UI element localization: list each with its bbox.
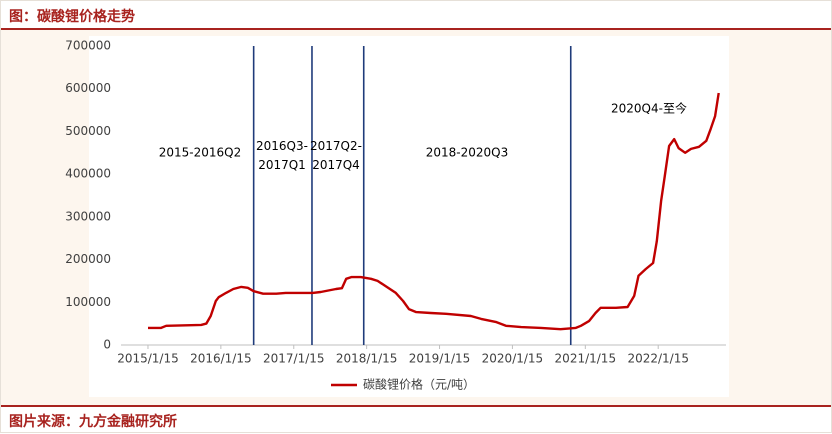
annotation: 2020Q4-至今	[611, 101, 687, 116]
y-tick-label: 300000	[65, 209, 111, 223]
annotation: 2017Q2-	[310, 139, 362, 153]
y-tick-label: 700000	[65, 39, 111, 53]
x-tick-label: 2018/1/15	[336, 352, 398, 366]
annotation: 2018-2020Q3	[426, 146, 509, 160]
annotation: 2016Q3-	[256, 139, 308, 153]
y-tick-label: 400000	[65, 167, 111, 181]
annotation: 2015-2016Q2	[159, 146, 242, 160]
x-tick-label: 2019/1/15	[409, 352, 471, 366]
chart: 0 100000 200000 300000 400000 500000 600000 700…	[65, 36, 729, 397]
y-tick-label: 600000	[65, 81, 111, 95]
legend-label: 碳酸锂价格（元/吨）	[363, 377, 475, 392]
y-tick-label: 200000	[65, 252, 111, 266]
y-tick-label: 500000	[65, 124, 111, 138]
footer: 图片来源：九方金融研究所	[1, 405, 831, 434]
x-tick-label: 2020/1/15	[482, 352, 544, 366]
price-line	[148, 92, 720, 331]
figure-title: 图：碳酸锂价格走势	[9, 9, 135, 25]
y-tick-label: 0	[103, 338, 111, 352]
x-tick-label: 2015/1/15	[117, 352, 179, 366]
y-tick-label: 100000	[65, 295, 111, 309]
x-tick-label: 2022/1/15	[627, 352, 689, 366]
x-tick-label: 2017/1/15	[263, 352, 325, 366]
annotation: 2017Q4	[312, 158, 360, 172]
chart-panel: 0 100000 200000 300000 400000 500000 600000 700…	[1, 30, 831, 405]
x-tick-label: 2016/1/15	[190, 352, 252, 366]
source: 图片来源：九方金融研究所	[9, 414, 177, 430]
plot-background	[89, 36, 729, 397]
annotation: 2017Q1	[258, 158, 306, 172]
header: 图：碳酸锂价格走势	[1, 1, 831, 30]
x-tick-label: 2021/1/15	[555, 352, 617, 366]
